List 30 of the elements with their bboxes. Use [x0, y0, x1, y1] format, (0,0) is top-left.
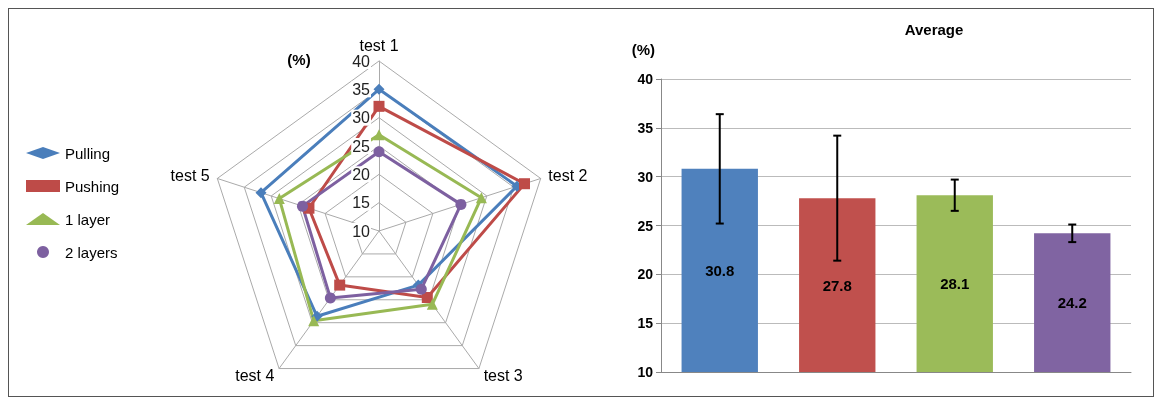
y-tick-label: 10 — [352, 222, 371, 240]
legend-label: Pulling — [65, 144, 111, 162]
y-tick-label: 40 — [352, 52, 371, 70]
spoke-label: test 4 — [235, 366, 275, 384]
y-tick-label: 10 — [637, 364, 654, 380]
y-tick-label: 40 — [637, 71, 654, 87]
spoke-label: test 1 — [359, 36, 399, 54]
y-tick-label: 25 — [637, 217, 654, 234]
y-tick-label: 15 — [637, 315, 654, 332]
data-label: 30.8 — [705, 261, 735, 279]
legend-label: Pushing — [65, 177, 120, 195]
data-label: 28.1 — [940, 275, 970, 293]
y-axis-title: (%) — [631, 41, 655, 58]
data-label: 27.8 — [822, 276, 852, 294]
text: (%) — [287, 50, 311, 68]
y-tick-label: 15 — [352, 194, 371, 212]
data-label: 24.2 — [1057, 294, 1087, 312]
chart-title: Average — [904, 21, 964, 38]
y-tick-label: 35 — [637, 119, 654, 136]
y-tick-label: 25 — [352, 137, 371, 155]
y-tick-label: 35 — [352, 80, 371, 98]
spoke-label: test 5 — [170, 167, 210, 185]
y-tick-label: 20 — [352, 165, 371, 183]
spoke-label: test 3 — [483, 366, 523, 384]
spoke-label: test 2 — [548, 167, 588, 185]
y-tick-label: 30 — [637, 168, 654, 185]
y-tick-label: 20 — [637, 266, 654, 283]
legend-label: 2 layers — [65, 243, 118, 261]
y-tick-label: 30 — [352, 109, 371, 127]
legend-label: 1 layer — [65, 210, 111, 228]
